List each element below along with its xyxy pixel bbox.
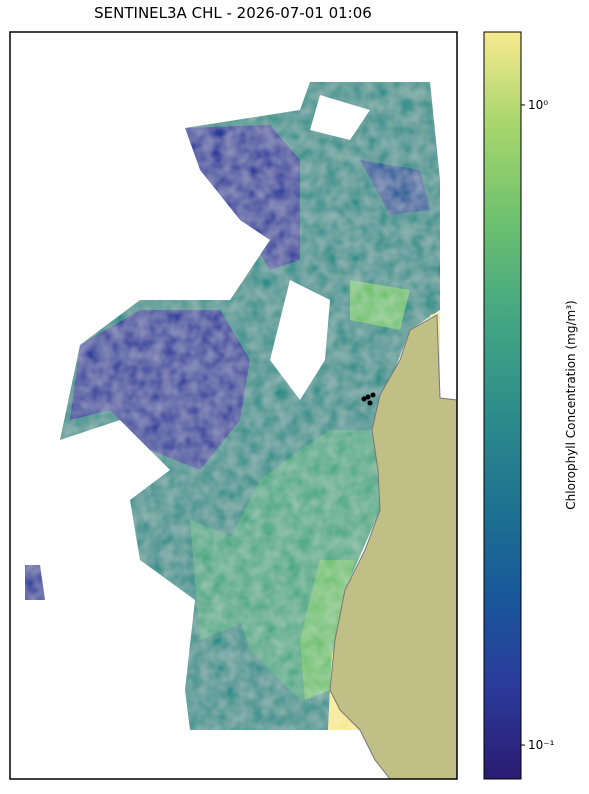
colorbar [483,31,522,780]
colorbar-label: Chlorophyll Concentration (mg/m³) [564,300,578,509]
colorbar-tick-label: 10⁰ [528,98,548,112]
chart-title: SENTINEL3A CHL - 2026-07-01 01:06 [94,4,372,22]
map-frame [9,31,458,780]
colorbar-tick-label: 10⁻¹ [528,738,555,752]
map [10,82,457,779]
station-markers [361,392,376,406]
land [329,314,457,779]
chlorophyll-field [10,82,440,730]
